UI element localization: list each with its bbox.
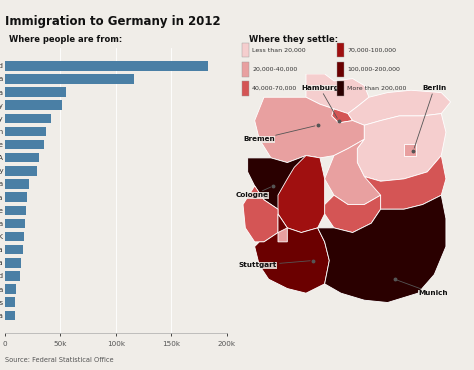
Polygon shape: [306, 74, 369, 114]
Polygon shape: [243, 186, 278, 242]
Text: 70,000-100,000: 70,000-100,000: [347, 47, 396, 53]
Text: 20,000-40,000: 20,000-40,000: [252, 67, 297, 72]
Bar: [5, 219, 25, 228]
Text: Berlin: Berlin: [414, 85, 447, 148]
Bar: [5, 140, 44, 149]
Polygon shape: [278, 228, 287, 242]
Text: Bremen: Bremen: [243, 126, 315, 142]
Bar: [5, 284, 16, 294]
Polygon shape: [348, 90, 451, 125]
Polygon shape: [259, 242, 283, 256]
Bar: [5, 310, 15, 320]
Bar: [5, 153, 39, 162]
Bar: [5, 297, 15, 307]
Text: Munich: Munich: [397, 280, 447, 296]
Polygon shape: [404, 144, 416, 155]
Bar: [5, 205, 26, 215]
Bar: [5, 87, 66, 97]
Polygon shape: [318, 195, 446, 303]
Polygon shape: [278, 155, 325, 232]
Polygon shape: [255, 97, 365, 162]
Bar: [5, 245, 22, 255]
Bar: [5, 61, 208, 71]
Polygon shape: [313, 121, 325, 128]
Text: Where people are from:: Where people are from:: [9, 35, 123, 44]
Text: Less than 20,000: Less than 20,000: [252, 47, 306, 53]
Bar: [5, 74, 134, 84]
Bar: [5, 114, 51, 123]
Bar: [5, 258, 21, 268]
Text: Stuttgart: Stuttgart: [238, 261, 310, 268]
Bar: [5, 192, 27, 202]
Polygon shape: [247, 155, 325, 209]
Bar: [5, 100, 63, 110]
Text: Source: Federal Statistical Office: Source: Federal Statistical Office: [5, 357, 113, 363]
Polygon shape: [255, 214, 329, 293]
Text: Immigration to Germany in 2012: Immigration to Germany in 2012: [5, 15, 220, 28]
Text: 100,000-200,000: 100,000-200,000: [347, 67, 400, 72]
Text: Where they settle:: Where they settle:: [249, 35, 338, 44]
Bar: [5, 271, 20, 281]
Text: More than 200,000: More than 200,000: [347, 86, 406, 91]
Bar: [5, 232, 24, 241]
Text: Cologne: Cologne: [236, 187, 271, 198]
Polygon shape: [357, 114, 446, 181]
Bar: [5, 179, 29, 189]
Polygon shape: [332, 109, 353, 123]
Bar: [5, 127, 46, 136]
Text: Hamburg: Hamburg: [301, 85, 339, 118]
Text: 40,000-70,000: 40,000-70,000: [252, 86, 297, 91]
Polygon shape: [325, 195, 381, 232]
Polygon shape: [325, 139, 381, 205]
Bar: [5, 166, 37, 176]
Polygon shape: [365, 155, 446, 209]
